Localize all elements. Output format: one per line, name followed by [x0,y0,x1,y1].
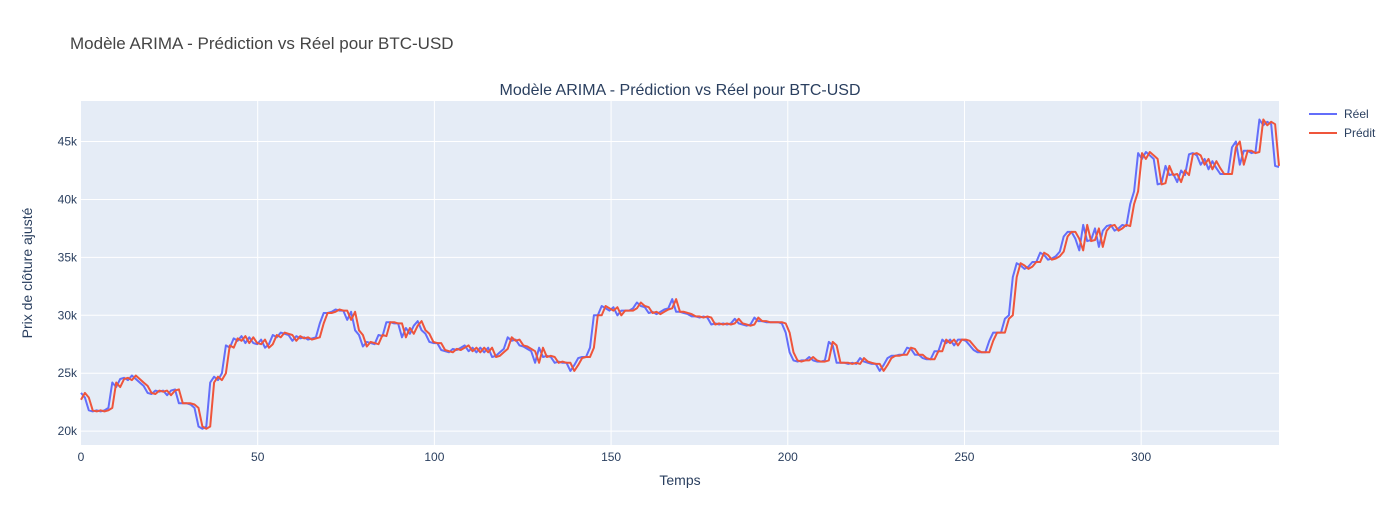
plot-area [81,101,1279,445]
x-tick-labels: 0 50 100 150 200 250 300 [78,450,1152,464]
y-tick-label: 40k [58,192,78,206]
y-tick-label: 35k [58,250,78,264]
x-tick-label: 0 [78,450,85,464]
page-title: Modèle ARIMA - Prédiction vs Réel pour B… [70,34,454,53]
y-tick-label: 25k [58,366,78,380]
legend-item-reel[interactable]: Réel [1309,107,1369,121]
x-tick-label: 150 [601,450,621,464]
y-tick-label: 20k [58,424,78,438]
y-tick-label: 30k [58,308,78,322]
legend: Réel Prédit [1309,107,1376,140]
legend-item-predit[interactable]: Prédit [1309,126,1376,140]
legend-label-predit: Prédit [1344,126,1376,140]
x-tick-label: 100 [424,450,444,464]
x-tick-label: 300 [1131,450,1151,464]
x-gridlines [257,101,1142,445]
chart-title: Modèle ARIMA - Prédiction vs Réel pour B… [499,82,860,99]
y-tick-label: 45k [58,135,78,149]
x-tick-label: 50 [251,450,265,464]
series-line-predit [80,118,1280,430]
legend-label-reel: Réel [1344,107,1369,121]
x-axis-title: Temps [659,472,700,488]
y-gridlines [81,141,1279,432]
y-tick-labels: 20k 25k 30k 35k 40k 45k [58,135,78,439]
series-lines [80,118,1280,430]
x-tick-label: 250 [954,450,974,464]
x-tick-label: 200 [778,450,798,464]
y-axis-title: Prix de clôture ajusté [19,207,35,338]
